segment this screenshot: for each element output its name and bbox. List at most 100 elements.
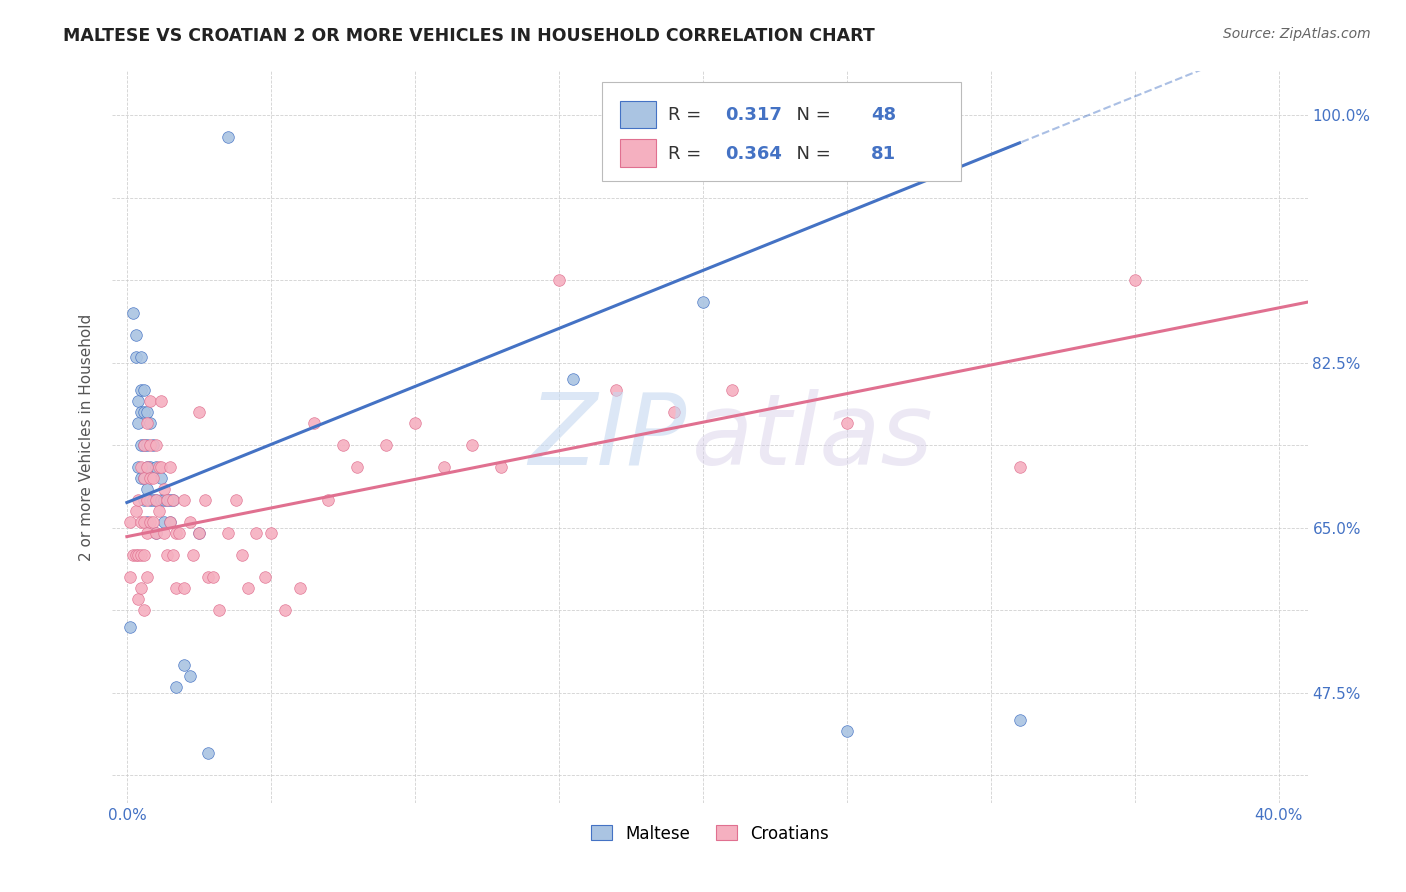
Point	[156, 549, 179, 563]
Point	[153, 493, 176, 508]
Point	[124, 504, 146, 518]
Point	[156, 493, 179, 508]
Point	[1008, 460, 1031, 475]
Point	[692, 295, 714, 310]
Point	[134, 549, 156, 563]
Point	[148, 504, 170, 518]
Point	[134, 493, 156, 508]
Point	[129, 405, 152, 419]
Text: N =: N =	[786, 106, 837, 124]
Point	[332, 438, 354, 452]
Point	[260, 526, 283, 541]
Point	[139, 471, 162, 485]
Point	[491, 460, 513, 475]
Point	[173, 493, 195, 508]
Point	[159, 516, 181, 530]
Point	[162, 493, 184, 508]
Point	[139, 394, 162, 409]
Point	[145, 526, 167, 541]
Point	[153, 526, 176, 541]
Point	[145, 493, 167, 508]
Point	[127, 460, 149, 475]
Point	[720, 384, 742, 398]
Point	[217, 130, 239, 145]
Point	[562, 372, 585, 386]
Point	[167, 526, 190, 541]
Point	[236, 582, 259, 596]
Point	[127, 394, 149, 409]
Y-axis label: 2 or more Vehicles in Household: 2 or more Vehicles in Household	[79, 313, 94, 561]
Point	[127, 549, 149, 563]
Point	[134, 438, 156, 452]
Point	[461, 438, 484, 452]
Point	[153, 516, 176, 530]
Point	[150, 493, 173, 508]
Point	[150, 460, 173, 475]
Point	[134, 405, 156, 419]
Point	[124, 549, 146, 563]
Point	[124, 351, 146, 365]
Text: R =: R =	[668, 145, 707, 162]
Point	[118, 570, 141, 584]
Point	[433, 460, 456, 475]
Point	[835, 417, 858, 431]
Point	[127, 417, 149, 431]
Text: R =: R =	[668, 106, 707, 124]
Text: ZIP: ZIP	[527, 389, 686, 485]
Point	[129, 549, 152, 563]
Point	[136, 516, 159, 530]
Point	[181, 549, 204, 563]
Point	[1123, 273, 1146, 287]
Point	[121, 306, 143, 320]
Point	[162, 549, 184, 563]
Point	[145, 526, 167, 541]
Point	[129, 384, 152, 398]
Point	[159, 460, 181, 475]
Point	[139, 516, 162, 530]
Point	[136, 493, 159, 508]
Point	[148, 460, 170, 475]
Point	[136, 526, 159, 541]
Point	[835, 724, 858, 739]
Point	[162, 493, 184, 508]
Point	[375, 438, 398, 452]
Point	[165, 582, 187, 596]
Point	[404, 417, 426, 431]
Point	[217, 526, 239, 541]
Point	[134, 384, 156, 398]
Text: Source: ZipAtlas.com: Source: ZipAtlas.com	[1223, 27, 1371, 41]
Point	[159, 493, 181, 508]
Text: 0.364: 0.364	[725, 145, 783, 162]
Point	[153, 483, 176, 497]
Point	[173, 582, 195, 596]
Point	[136, 483, 159, 497]
Point	[547, 273, 569, 287]
Point	[179, 516, 201, 530]
Point	[318, 493, 340, 508]
Point	[159, 516, 181, 530]
Point	[129, 351, 152, 365]
Point	[139, 438, 162, 452]
Text: MALTESE VS CROATIAN 2 OR MORE VEHICLES IN HOUSEHOLD CORRELATION CHART: MALTESE VS CROATIAN 2 OR MORE VEHICLES I…	[63, 27, 875, 45]
Point	[245, 526, 267, 541]
Point	[136, 570, 159, 584]
Point	[346, 460, 368, 475]
Point	[136, 438, 159, 452]
FancyBboxPatch shape	[603, 82, 962, 181]
Text: 0.317: 0.317	[725, 106, 783, 124]
Point	[136, 460, 159, 475]
Point	[134, 603, 156, 617]
Bar	[620, 139, 657, 167]
Point	[129, 438, 152, 452]
Point	[150, 394, 173, 409]
Point	[231, 549, 253, 563]
Point	[302, 417, 325, 431]
Point	[145, 493, 167, 508]
Point	[1008, 714, 1031, 728]
Point	[150, 471, 173, 485]
Point	[662, 405, 685, 419]
Point	[187, 526, 209, 541]
Point	[156, 493, 179, 508]
Text: atlas: atlas	[692, 389, 934, 485]
Point	[129, 516, 152, 530]
